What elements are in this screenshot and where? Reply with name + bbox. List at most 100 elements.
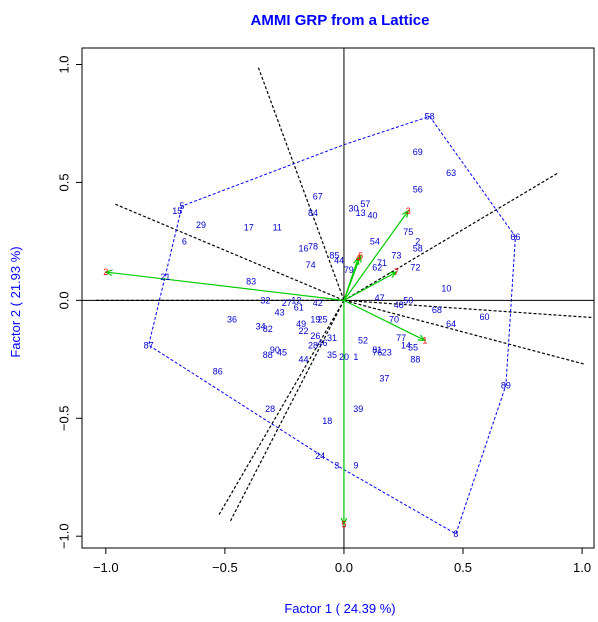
genotype-label: 44 bbox=[334, 255, 344, 265]
genotype-label: 36 bbox=[227, 314, 237, 324]
genotype-label: 52 bbox=[358, 336, 368, 346]
hull-polygon bbox=[148, 115, 516, 535]
genotype-label: 49 bbox=[296, 319, 306, 329]
genotype-label: 75 bbox=[403, 227, 413, 237]
chart-title: AMMI GRP from a Lattice bbox=[251, 12, 430, 29]
genotype-label: 23 bbox=[382, 347, 392, 357]
genotype-label: 14 bbox=[401, 340, 411, 350]
vector-arrowhead bbox=[417, 334, 427, 342]
genotype-label: 42 bbox=[313, 298, 323, 308]
environment-vector bbox=[343, 299, 426, 341]
genotype-label: 28 bbox=[265, 404, 275, 414]
genotype-label: 17 bbox=[244, 222, 254, 232]
genotype-label: 58 bbox=[413, 244, 423, 254]
genotype-label: 50 bbox=[403, 296, 413, 306]
genotype-label: 3 bbox=[334, 461, 339, 471]
y-tick-label: 0.5 bbox=[57, 173, 72, 191]
genotype-label: 20 bbox=[339, 352, 349, 362]
environment-vector bbox=[343, 210, 409, 301]
genotype-label: 89 bbox=[501, 380, 511, 390]
y-tick-label: 0.0 bbox=[57, 291, 72, 309]
genotype-label: 30 bbox=[348, 204, 358, 214]
genotype-label: 72 bbox=[410, 262, 420, 272]
vector-arrowhead bbox=[355, 254, 362, 263]
sector-ray bbox=[343, 299, 586, 366]
genotype-label: 74 bbox=[306, 260, 316, 270]
genotype-label: 76 bbox=[372, 347, 382, 357]
genotype-label: 58 bbox=[425, 112, 435, 122]
genotype-label: 90 bbox=[270, 345, 280, 355]
convex-hull bbox=[148, 115, 516, 535]
y-tick-label: 1.0 bbox=[57, 55, 72, 73]
genotype-label: 19 bbox=[310, 314, 320, 324]
genotype-label: 48 bbox=[394, 300, 404, 310]
vector-arrowhead bbox=[340, 517, 348, 526]
genotype-label: 68 bbox=[432, 305, 442, 315]
sector-ray bbox=[343, 172, 559, 301]
genotype-label: 24 bbox=[315, 451, 325, 461]
genotype-label: 85 bbox=[329, 251, 339, 261]
genotype-label: 73 bbox=[391, 251, 401, 261]
environment-label: 6 bbox=[358, 251, 363, 261]
sector-ray bbox=[229, 300, 345, 522]
genotype-label: 81 bbox=[372, 345, 382, 355]
genotype-label: 27 bbox=[282, 298, 292, 308]
environment-vectors bbox=[104, 209, 427, 526]
genotype-label: 61 bbox=[294, 303, 304, 313]
environment-label: 7 bbox=[394, 267, 399, 277]
genotype-label: 47 bbox=[375, 293, 385, 303]
x-tick-label: −0.5 bbox=[212, 560, 238, 575]
genotype-label: 79 bbox=[344, 265, 354, 275]
environment-vector bbox=[343, 255, 362, 301]
genotype-label: 39 bbox=[353, 404, 363, 414]
genotype-label: 22 bbox=[298, 326, 308, 336]
genotype-label: 32 bbox=[260, 296, 270, 306]
y-tick-label: −0.5 bbox=[57, 405, 72, 431]
environment-label: 5 bbox=[341, 520, 346, 530]
x-tick-label: 0.0 bbox=[335, 560, 353, 575]
y-tick-label: −1.0 bbox=[57, 523, 72, 549]
environment-label: 4 bbox=[356, 253, 361, 263]
x-tick-label: −1.0 bbox=[93, 560, 119, 575]
plot-area bbox=[81, 47, 595, 549]
environment-label: 2 bbox=[103, 267, 108, 277]
genotype-label: 8 bbox=[453, 529, 458, 539]
environment-vector bbox=[343, 271, 397, 301]
genotype-label: 26 bbox=[310, 331, 320, 341]
genotype-label: 69 bbox=[413, 147, 423, 157]
genotype-label: 11 bbox=[273, 222, 282, 232]
vector-arrowhead bbox=[389, 271, 398, 278]
genotype-label: 60 bbox=[479, 312, 489, 322]
genotype-label: 12 bbox=[291, 296, 301, 306]
environment-label: 1 bbox=[422, 336, 427, 346]
genotype-label: 15 bbox=[172, 206, 182, 216]
sector-ray bbox=[343, 299, 594, 319]
axis-ticks: −1.0 −0.5 0.0 0.5 1.0 −1.0 −0.5 0.0 0.5 1.0 bbox=[57, 55, 592, 575]
genotype-label: 2 bbox=[415, 237, 420, 247]
genotype-label: 87 bbox=[144, 340, 154, 350]
genotype-label: 5 bbox=[180, 201, 185, 211]
genotype-label: 31 bbox=[327, 333, 337, 343]
sector-ray bbox=[113, 203, 345, 301]
genotype-label: 54 bbox=[370, 237, 380, 247]
genotype-label: 55 bbox=[408, 343, 418, 353]
genotype-label: 28 bbox=[308, 340, 318, 350]
genotype-label: 18 bbox=[322, 416, 332, 426]
sector-ray bbox=[218, 300, 345, 516]
genotype-label: 1 bbox=[353, 352, 358, 362]
genotype-label: 82 bbox=[263, 324, 273, 334]
genotype-label: 16 bbox=[298, 244, 308, 254]
genotype-label: 70 bbox=[389, 314, 399, 324]
genotype-label: 13 bbox=[356, 208, 366, 218]
genotype-label: 57 bbox=[360, 199, 370, 209]
genotype-label: 62 bbox=[372, 262, 382, 272]
genotype-label: 46 bbox=[318, 338, 328, 348]
sector-ray bbox=[257, 67, 345, 301]
genotype-label: 21 bbox=[160, 272, 170, 282]
genotype-label: 37 bbox=[379, 373, 389, 383]
x-axis-label: Factor 1 ( 24.39 %) bbox=[284, 601, 395, 616]
genotype-label: 10 bbox=[441, 284, 451, 294]
genotype-label: 88 bbox=[410, 354, 420, 364]
